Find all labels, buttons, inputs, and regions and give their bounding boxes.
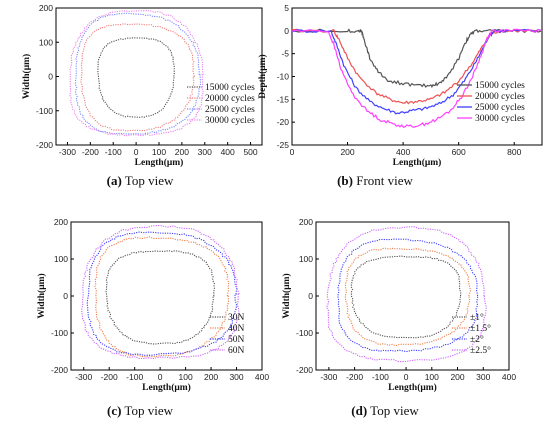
series-contour-1 [105, 250, 215, 345]
y-tick-label: -100 [51, 328, 68, 338]
series-contour-1 [350, 255, 462, 339]
legend-entry: 25000 cycles [475, 103, 525, 113]
plot-frame [291, 7, 543, 146]
y-tick-label: 5 [284, 3, 289, 13]
x-tick-label: -100 [126, 372, 143, 382]
series-contour-2 [80, 23, 195, 132]
legend-entry: 30N [228, 313, 245, 323]
x-axis-label: Length(μm) [388, 382, 437, 393]
chart-b: 0 200 400 600 800 -25 -20 -15 -10 -5 0 5 Length(μm) D… [257, 3, 543, 188]
series-contour-4 [81, 224, 240, 360]
series-contour-2 [344, 247, 471, 347]
y-tick-label: -200 [296, 365, 313, 375]
y-tick-label: -5 [281, 49, 289, 59]
legend-entry: 30000 cycles [475, 114, 525, 124]
y-tick-label: 0 [308, 291, 313, 301]
panel-caption: (a) Top view [107, 173, 174, 188]
series-contour-2 [94, 236, 230, 358]
panel-caption: (c) Top view [107, 403, 174, 418]
y-axis-label: Depth(μm) [257, 54, 268, 98]
series-line-4 [292, 28, 542, 129]
legend-entry: 30000 cycles [205, 116, 255, 126]
y-tick-label: -100 [36, 106, 53, 116]
x-tick-label: 200 [450, 372, 464, 382]
x-tick-label: -100 [372, 372, 389, 382]
series-line-1 [292, 28, 542, 89]
y-tick-label: -100 [296, 328, 313, 338]
series-contour-4 [69, 9, 205, 137]
y-axis-label: Width(μm) [36, 273, 47, 318]
x-tick-label: 400 [502, 372, 516, 382]
x-tick-label: 0 [134, 147, 139, 157]
x-tick-label: 300 [229, 372, 243, 382]
x-axis-label: Length(μm) [393, 157, 442, 168]
x-tick-label: 400 [255, 372, 269, 382]
x-axis-label: Length(μm) [135, 157, 184, 168]
y-tick-label: -200 [36, 140, 53, 150]
legend-entry: 15000 cycles [475, 81, 525, 91]
chart-a: -300 -200 -100 0 100 200 300 400 500 -200 -100 0 100… [21, 3, 263, 188]
series-contour-1 [97, 37, 175, 118]
x-tick-label: 800 [507, 147, 521, 157]
x-tick-label: -300 [59, 147, 76, 157]
series-contour-3 [86, 231, 238, 356]
x-tick-label: 200 [175, 147, 189, 157]
x-tick-label: 0 [404, 372, 409, 382]
y-tick-label: -10 [277, 72, 290, 82]
x-axis-label: Length(μm) [142, 382, 191, 393]
y-tick-label: 200 [299, 217, 313, 227]
legend-entry: ±1° [470, 312, 484, 323]
legend-entry: 25000 cycles [205, 105, 255, 115]
x-tick-label: 0 [158, 372, 163, 382]
y-tick-label: 100 [54, 254, 68, 264]
y-tick-label: -20 [277, 117, 290, 127]
x-tick-label: 100 [179, 372, 193, 382]
legend-entry: 40N [228, 324, 245, 334]
chart-d: -300 -200 -100 0 100 200 300 400 -200 -100 0 100 200… [281, 217, 516, 418]
legend-entry: 15000 cycles [205, 83, 255, 93]
legend-entry: ±1.5° [470, 323, 491, 334]
x-tick-label: -200 [82, 147, 99, 157]
panel-caption: (d) Top view [351, 403, 419, 418]
y-tick-label: 100 [299, 254, 313, 264]
legend-entry: 60N [228, 346, 245, 356]
x-tick-label: 200 [340, 147, 354, 157]
y-tick-label: 0 [63, 291, 68, 301]
x-tick-label: -100 [105, 147, 122, 157]
series-contour-3 [74, 12, 202, 135]
y-axis-label: Width(μm) [21, 54, 32, 99]
y-tick-label: -25 [277, 140, 290, 150]
y-axis-label: Width(μm) [281, 273, 292, 318]
x-tick-label: -200 [346, 372, 363, 382]
x-tick-label: -300 [320, 372, 337, 382]
legend-entry: ±2° [470, 334, 484, 345]
x-tick-label: 300 [476, 372, 490, 382]
series-contour-4 [325, 226, 487, 363]
legend-entry: 20000 cycles [205, 94, 255, 104]
y-tick-label: -200 [51, 365, 68, 375]
x-tick-label: 400 [221, 147, 235, 157]
x-tick-label: 400 [396, 147, 410, 157]
panel-caption: (b) Front view [337, 173, 413, 188]
legend-entry: 20000 cycles [475, 92, 525, 102]
x-tick-label: 100 [152, 147, 166, 157]
x-tick-label: -300 [75, 372, 92, 382]
y-tick-label: 200 [54, 217, 68, 227]
x-tick-label: 100 [425, 372, 439, 382]
y-tick-label: 100 [39, 37, 53, 47]
legend-entry: ±2.5° [470, 345, 491, 356]
x-tick-label: -200 [101, 372, 118, 382]
y-tick-label: 0 [48, 72, 53, 82]
x-tick-label: 600 [452, 147, 466, 157]
x-tick-label: 0 [290, 147, 295, 157]
chart-c: -300 -200 -100 0 100 200 300 400 -200 -100 0 100 200… [36, 217, 269, 418]
x-tick-label: 500 [243, 147, 257, 157]
legend-entry: 50N [228, 335, 245, 345]
y-tick-label: -15 [277, 94, 290, 104]
y-tick-label: 0 [284, 26, 289, 36]
y-tick-label: 200 [39, 3, 53, 13]
x-tick-label: 300 [198, 147, 212, 157]
x-tick-label: 200 [204, 372, 218, 382]
